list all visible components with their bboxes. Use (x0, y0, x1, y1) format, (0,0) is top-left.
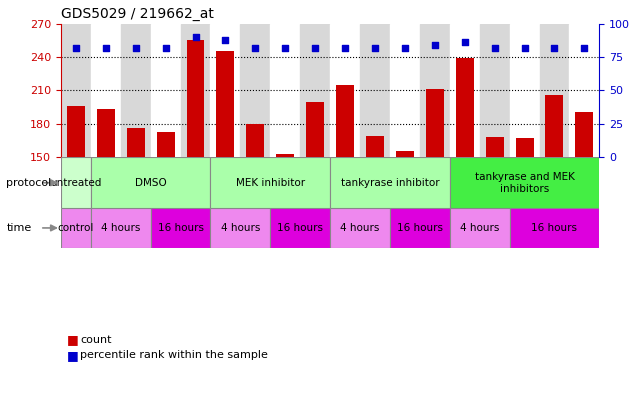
Point (490, 44, 500, 51)
Bar (210, 157, 330, 208)
Text: 16 hours: 16 hours (397, 223, 443, 233)
Text: 4 hours: 4 hours (460, 223, 499, 233)
Point (250, 44, 260, 51)
Point (340, 44, 350, 51)
Text: ■: ■ (67, 333, 79, 346)
Bar (420, 24, 450, 157)
Bar (390, 24, 420, 157)
Text: 16 hours: 16 hours (277, 223, 323, 233)
Bar (271, 24, 300, 157)
Text: protocol: protocol (6, 178, 52, 188)
Text: GDS5029 / 219662_at: GDS5029 / 219662_at (61, 7, 213, 21)
Bar (181, 24, 210, 157)
Bar (210, 24, 240, 157)
Bar (127, 128, 145, 157)
Text: 4 hours: 4 hours (340, 223, 379, 233)
Bar (330, 24, 360, 157)
Bar (569, 24, 599, 157)
Bar (151, 208, 210, 248)
Bar (91, 157, 210, 208)
Bar (61, 157, 91, 208)
Bar (156, 132, 174, 157)
Bar (246, 124, 264, 157)
Bar (91, 24, 121, 157)
Point (101, 44, 111, 51)
Text: control: control (58, 223, 94, 233)
Bar (330, 208, 390, 248)
Bar (330, 157, 450, 208)
Point (579, 44, 590, 51)
Text: MEK inhibitor: MEK inhibitor (236, 178, 305, 188)
Point (549, 44, 560, 51)
Bar (540, 24, 569, 157)
Point (190, 34, 201, 40)
Text: DMSO: DMSO (135, 178, 167, 188)
Bar (121, 24, 151, 157)
Bar (336, 85, 354, 157)
Bar (271, 208, 330, 248)
Bar (479, 24, 510, 157)
Bar (576, 112, 594, 157)
Bar (450, 208, 510, 248)
Bar (240, 24, 271, 157)
Text: ■: ■ (67, 349, 79, 362)
Point (221, 37, 231, 43)
Bar (210, 208, 271, 248)
Point (460, 39, 470, 46)
Text: count: count (80, 334, 112, 345)
Bar (97, 109, 115, 157)
Bar (486, 137, 504, 157)
Bar (217, 51, 235, 157)
Bar (456, 58, 474, 157)
Text: percentile rank within the sample: percentile rank within the sample (80, 350, 268, 360)
Point (280, 44, 290, 51)
Text: 4 hours: 4 hours (101, 223, 140, 233)
Bar (300, 24, 330, 157)
Bar (450, 24, 479, 157)
Point (400, 44, 410, 51)
Bar (91, 208, 151, 248)
Bar (545, 95, 563, 157)
Point (519, 44, 529, 51)
Bar (61, 24, 91, 157)
Bar (187, 40, 204, 157)
Point (310, 44, 320, 51)
Bar (306, 101, 324, 157)
Text: time: time (6, 223, 31, 233)
Point (429, 42, 440, 48)
Point (160, 44, 171, 51)
Text: tankyrase inhibitor: tankyrase inhibitor (340, 178, 439, 188)
Bar (276, 154, 294, 157)
Bar (67, 106, 85, 157)
Bar (360, 24, 390, 157)
Point (71, 44, 81, 51)
Text: untreated: untreated (50, 178, 101, 188)
Bar (151, 24, 181, 157)
Bar (510, 24, 540, 157)
Bar (61, 208, 91, 248)
Text: 4 hours: 4 hours (221, 223, 260, 233)
Bar (426, 89, 444, 157)
Bar (510, 208, 599, 248)
Text: tankyrase and MEK
inhibitors: tankyrase and MEK inhibitors (474, 172, 574, 193)
Text: 16 hours: 16 hours (158, 223, 204, 233)
Bar (366, 136, 384, 157)
Bar (515, 138, 533, 157)
Text: 16 hours: 16 hours (531, 223, 578, 233)
Bar (396, 151, 414, 157)
Bar (390, 208, 450, 248)
Point (370, 44, 380, 51)
Point (131, 44, 141, 51)
Bar (450, 157, 599, 208)
